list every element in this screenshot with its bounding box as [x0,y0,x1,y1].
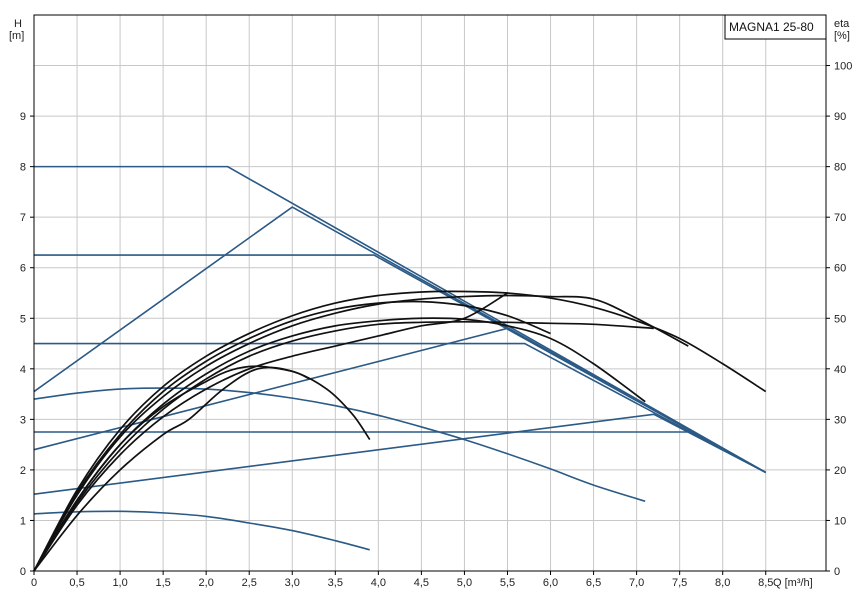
efficiency-curve-7 [33,365,310,572]
y-right-tick-label: 0 [834,566,840,578]
y-left-tick-label: 4 [20,364,26,376]
y-right-tick-label: 90 [834,111,846,123]
y-left-tick-label: 0 [20,566,26,578]
y-right-tick-label: 10 [834,515,846,527]
right-axis-title-line1: eta [834,18,850,30]
head-curve-8 [33,510,370,551]
head-curve-6 [33,413,767,495]
y-right-tick-label: 80 [834,162,846,174]
head-curve-2 [34,342,767,474]
y-left-tick-label: 6 [20,263,26,275]
y-right-tick-label: 100 [834,61,852,73]
model-label-box [724,14,827,40]
y-right-tick-label: 30 [834,414,846,426]
grid-lines [33,15,826,571]
y-left-tick-label: 5 [20,313,26,325]
x-tick-label: 3,5 [328,577,343,589]
head-curves [33,165,767,551]
x-tick-label: 1,0 [112,577,127,589]
efficiency-curve-0 [33,290,767,572]
plot-frame [33,14,827,572]
y-left-tick-label: 1 [20,515,26,527]
y-right-tick-label: 60 [834,263,846,275]
x-tick-label: 6,5 [586,577,601,589]
y-right-tick-label: 70 [834,212,846,224]
x-tick-label: 6,0 [543,577,558,589]
x-axis-title: Q [m³/h] [773,577,813,589]
x-tick-label: 5,0 [457,577,472,589]
x-tick-label: 3,0 [285,577,300,589]
efficiency-curve-5 [33,292,508,572]
y-left-tick-label: 3 [20,414,26,426]
x-tick-label: 2,0 [199,577,214,589]
x-tick-label: 0,5 [69,577,84,589]
y-left-tick-label: 9 [20,111,26,123]
efficiency-curve-6 [33,366,371,572]
efficiency-curves [33,290,767,572]
efficiency-curve-4 [33,300,551,572]
x-tick-label: 8,5 [758,577,773,589]
x-tick-label: 7,5 [672,577,687,589]
model-label: MAGNA1 25-80 [729,20,814,34]
x-tick-label: 8,0 [715,577,730,589]
x-tick-label: 1,5 [155,577,170,589]
head-curve-7 [33,387,646,503]
x-tick-label: 4,0 [371,577,386,589]
efficiency-curve-3 [33,320,654,572]
y-right-tick-label: 20 [834,465,846,477]
head-curve-0 [34,165,767,474]
left-axis-title-line2: [m] [9,30,24,42]
head-curve-5 [33,327,767,474]
y-left-tick-label: 8 [20,162,26,174]
x-tick-label: 5,5 [500,577,515,589]
x-tick-label: 4,5 [414,577,429,589]
y-right-tick-label: 40 [834,364,846,376]
plot-area [34,15,826,571]
x-tick-label: 2,5 [242,577,257,589]
y-left-tick-label: 2 [20,465,26,477]
y-right-tick-label: 50 [834,313,846,325]
y-left-tick-label: 7 [20,212,26,224]
x-tick-label: 0 [31,577,37,589]
efficiency-curve-1 [33,294,689,572]
right-axis-title-line2: [%] [834,30,850,42]
tick-labels: 0 0,5 1,0 1,5 2,0 2,5 3,0 3,5 4,0 4,5 5,0 5,5 6,0 6,5… [20,61,852,589]
x-tick-label: 7,0 [629,577,644,589]
left-axis-title-line1: H [14,18,22,30]
